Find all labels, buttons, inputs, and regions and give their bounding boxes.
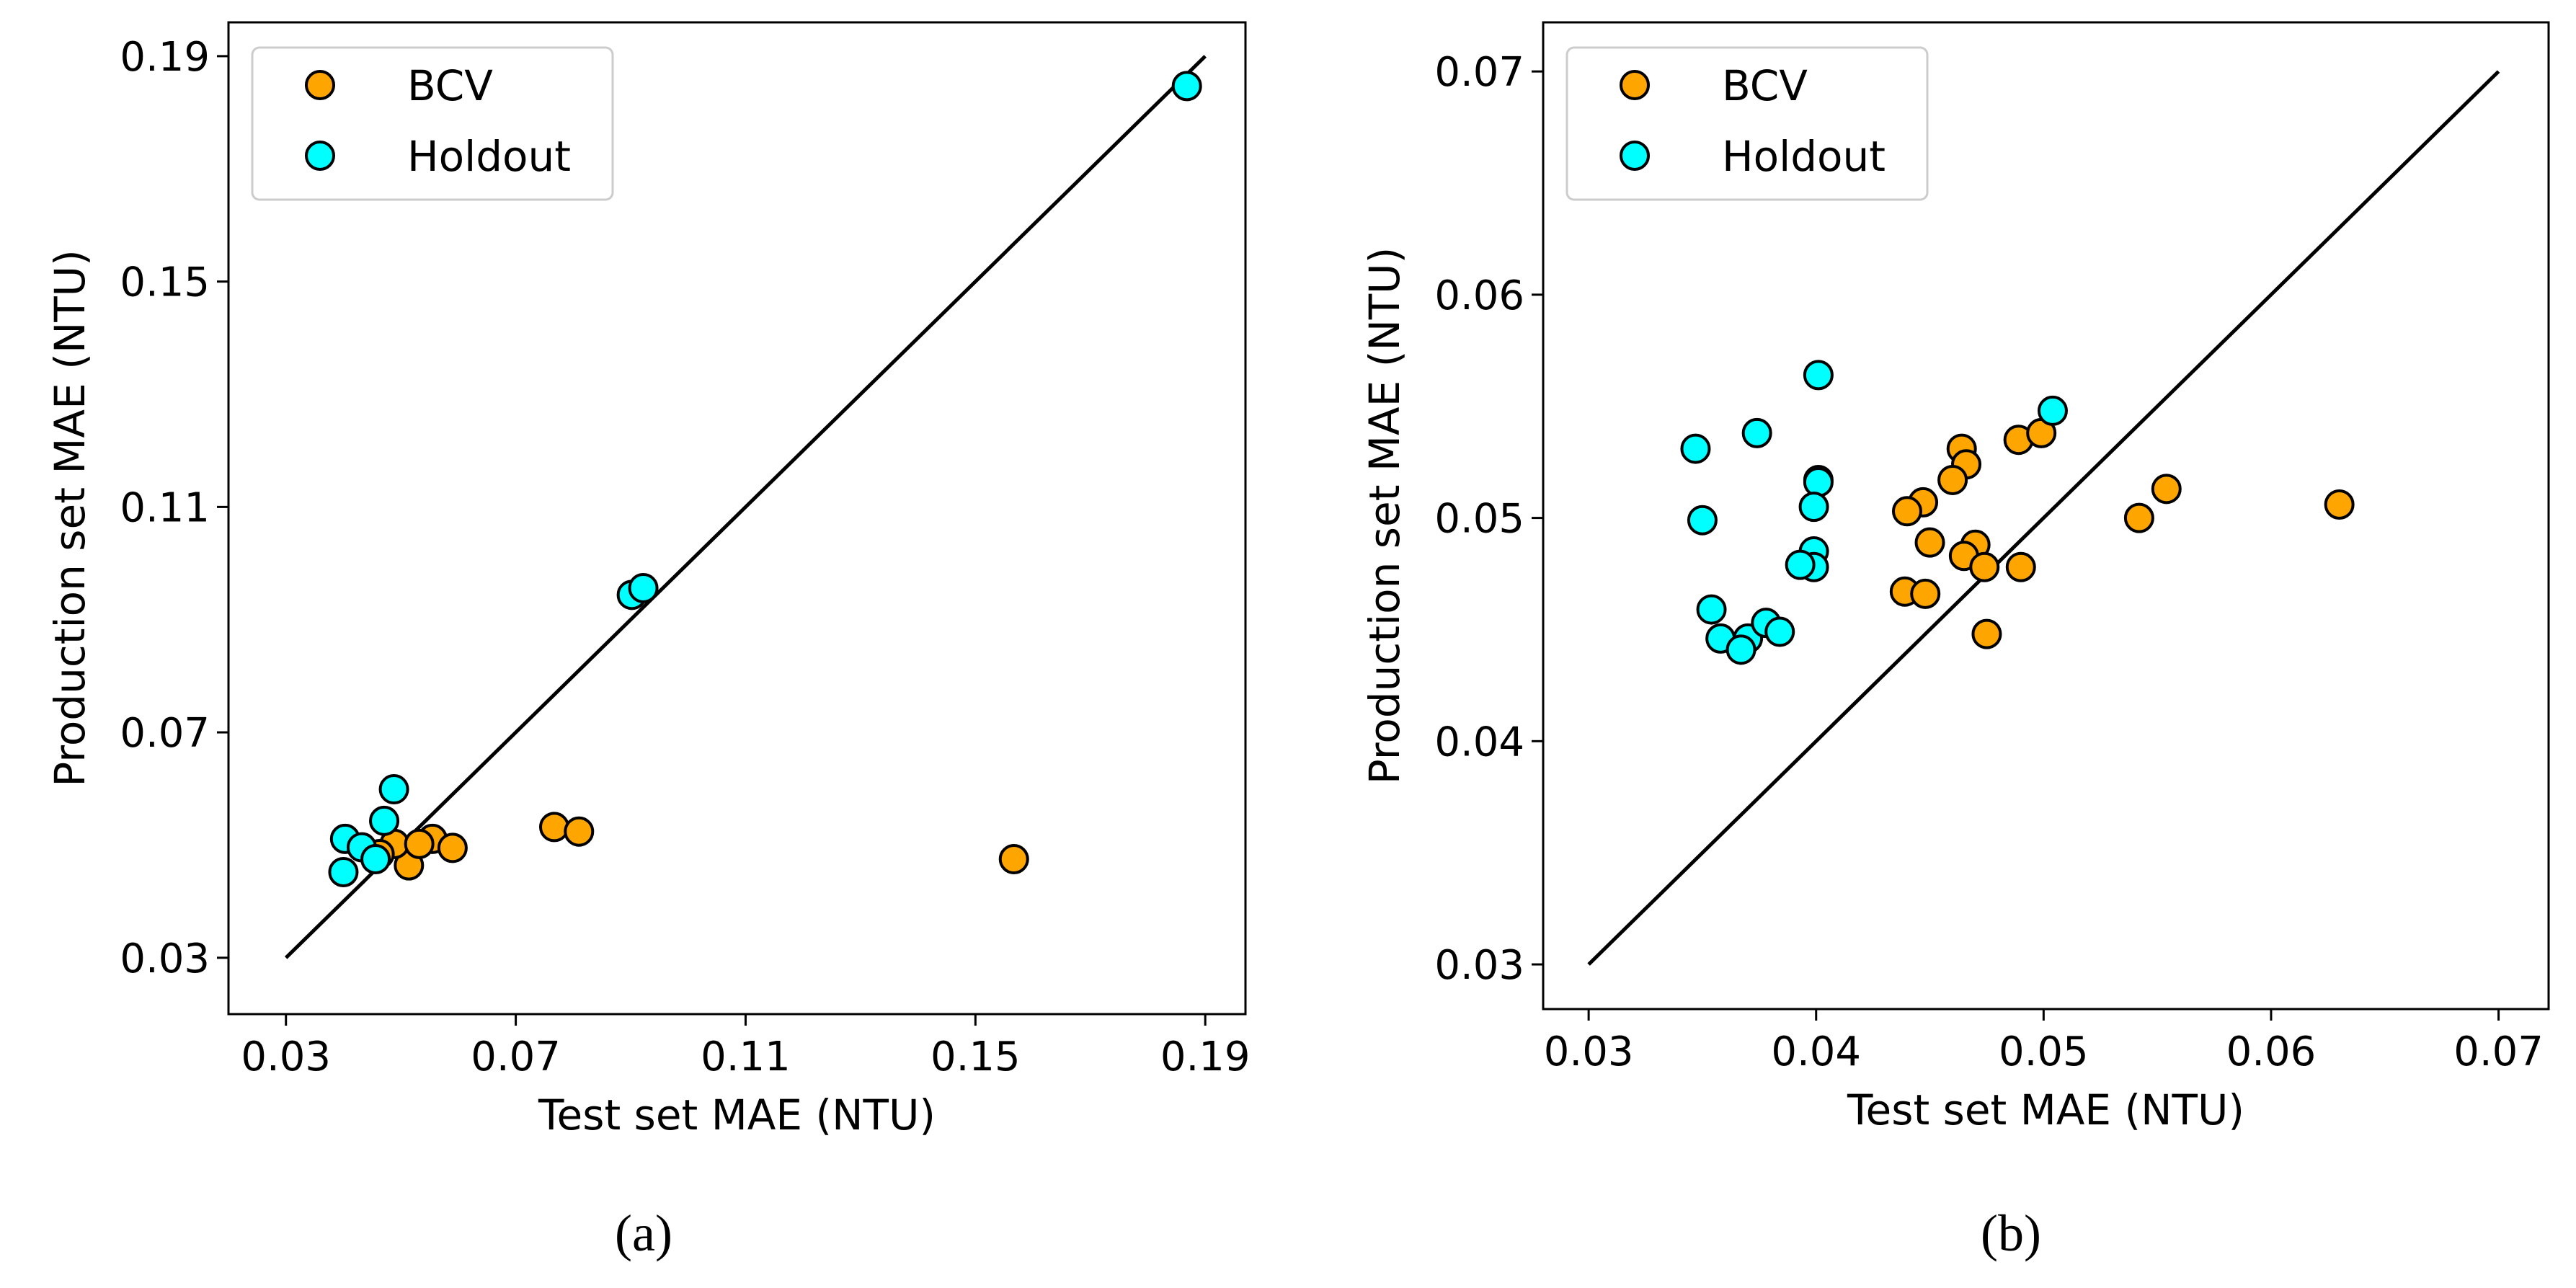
legend-marker-bcv <box>1620 70 1650 100</box>
data-point-holdout <box>1803 467 1834 498</box>
legend-marker-bcv <box>305 70 335 100</box>
series-bcv <box>364 812 1029 881</box>
axes-frame <box>227 21 1247 1016</box>
legend-box <box>251 46 614 201</box>
data-point-bcv <box>404 828 435 859</box>
data-point-bcv <box>1969 551 2000 582</box>
y-tick-label: 0.05 <box>1434 496 1524 543</box>
series-holdout <box>328 71 1202 887</box>
data-point-holdout <box>360 844 391 874</box>
legend-label: Holdout <box>1722 132 1886 181</box>
x-tick-label: 0.06 <box>2226 1029 2317 1075</box>
y-tick-label: 0.07 <box>120 710 210 757</box>
x-tick-label: 0.15 <box>931 1034 1021 1080</box>
data-point-bcv <box>998 844 1029 874</box>
data-point-bcv <box>538 812 569 843</box>
axes-frame <box>1542 21 2550 1011</box>
data-point-bcv <box>2151 474 2182 505</box>
data-point-bcv <box>2123 502 2154 533</box>
data-point-holdout <box>1687 505 1718 536</box>
data-point-holdout <box>2037 395 2068 426</box>
x-tick-label: 0.07 <box>2453 1029 2544 1075</box>
legend-marker-holdout <box>305 141 335 171</box>
data-point-bcv <box>1937 464 1968 495</box>
y-tick-label: 0.07 <box>1434 49 1524 96</box>
series-bcv <box>1889 417 2355 649</box>
y-axis-label: Production set MAE (NTU) <box>1360 247 1409 784</box>
series-holdout <box>1680 360 2068 665</box>
data-point-holdout <box>1803 360 1834 391</box>
y-tick-label: 0.06 <box>1434 272 1524 319</box>
data-point-holdout <box>1680 433 1711 464</box>
data-point-bcv <box>2005 551 2036 582</box>
data-point-holdout <box>1785 549 1816 580</box>
y-tick-label: 0.19 <box>120 34 210 81</box>
data-point-bcv <box>2324 489 2355 520</box>
data-point-holdout <box>628 572 659 603</box>
chart-panel-b: 0.03 0.04 0.05 0.06 0.07 0.03 0.04 0.05 0.06 0.07… <box>1360 21 2550 1262</box>
data-point-holdout <box>328 856 359 887</box>
data-point-bcv <box>1914 527 1945 558</box>
data-point-holdout <box>1764 616 1795 647</box>
y-tick-label: 0.04 <box>1434 719 1524 765</box>
identity-line <box>1587 70 2500 966</box>
x-axis-label: Test set MAE (NTU) <box>1847 1085 2244 1134</box>
data-point-bcv <box>1971 618 2002 649</box>
data-point-bcv <box>1891 496 1922 527</box>
legend-marker-holdout <box>1620 141 1650 171</box>
y-tick-label: 0.11 <box>120 484 210 531</box>
y-tick-label: 0.03 <box>120 936 210 982</box>
identity-line <box>284 55 1207 959</box>
data-point-bcv <box>564 816 595 847</box>
legend: BCV Holdout <box>251 46 614 201</box>
y-axis-label: Production set MAE (NTU) <box>45 249 94 786</box>
data-point-bcv <box>437 832 468 863</box>
legend-label: Holdout <box>407 132 571 181</box>
chart-panel-a: 0.03 0.07 0.11 0.15 0.19 0.03 0.07 0.11 0.15 0.19… <box>45 21 1251 1262</box>
data-point-holdout <box>369 805 400 836</box>
legend-label: BCV <box>1722 61 1808 110</box>
x-tick-label: 0.03 <box>1544 1029 1634 1075</box>
legend-label: BCV <box>407 61 493 110</box>
data-point-holdout <box>1171 71 1202 102</box>
x-tick-label: 0.11 <box>701 1034 791 1080</box>
x-tick-label: 0.19 <box>1160 1034 1251 1080</box>
x-tick-label: 0.03 <box>241 1034 331 1080</box>
x-tick-label: 0.07 <box>471 1034 561 1080</box>
x-axis-label: Test set MAE (NTU) <box>538 1091 936 1140</box>
legend: BCV Holdout <box>1565 46 1929 201</box>
panel-caption: (a) <box>615 1204 672 1262</box>
data-point-holdout <box>1726 634 1756 665</box>
x-tick-label: 0.05 <box>1999 1029 2089 1075</box>
data-point-holdout <box>1798 492 1829 523</box>
data-point-holdout <box>1696 594 1727 625</box>
y-tick-label: 0.15 <box>120 259 210 306</box>
data-point-holdout <box>378 774 409 805</box>
panel-caption: (b) <box>1981 1204 2041 1262</box>
data-point-holdout <box>1741 417 1772 448</box>
data-point-bcv <box>1910 578 1941 609</box>
x-tick-label: 0.04 <box>1771 1029 1861 1075</box>
legend-box <box>1565 46 1929 201</box>
y-tick-label: 0.03 <box>1434 942 1524 989</box>
